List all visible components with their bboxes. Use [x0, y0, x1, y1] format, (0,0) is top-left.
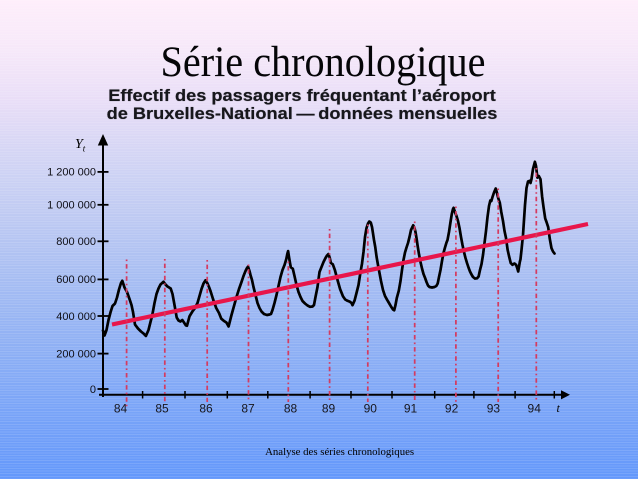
svg-text:400 000: 400 000 — [56, 311, 96, 323]
svg-text:0: 0 — [90, 384, 96, 396]
svg-text:800 000: 800 000 — [56, 236, 96, 248]
svg-text:92: 92 — [445, 402, 459, 416]
svg-text:200 000: 200 000 — [56, 348, 96, 360]
svg-text:91: 91 — [404, 402, 418, 416]
svg-text:87: 87 — [241, 402, 255, 416]
svg-text:88: 88 — [284, 402, 298, 416]
svg-text:600 000: 600 000 — [56, 274, 96, 286]
svg-text:89: 89 — [322, 402, 336, 416]
svg-text:93: 93 — [487, 402, 501, 416]
svg-text:Yt: Yt — [75, 137, 86, 154]
svg-text:1 200 000: 1 200 000 — [47, 167, 96, 179]
svg-text:84: 84 — [114, 402, 128, 416]
svg-text:86: 86 — [199, 402, 213, 416]
svg-text:85: 85 — [155, 402, 169, 416]
svg-text:90: 90 — [364, 402, 378, 416]
svg-text:94: 94 — [528, 402, 542, 416]
svg-text:t: t — [557, 401, 561, 415]
svg-text:1 000 000: 1 000 000 — [47, 200, 96, 212]
